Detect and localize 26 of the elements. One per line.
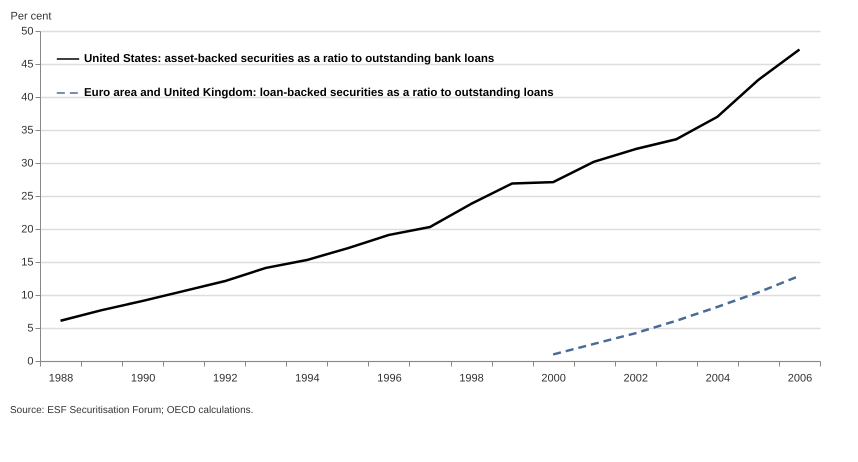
x-tick-label: 2000	[541, 372, 566, 384]
y-tick-label: 25	[21, 190, 34, 202]
y-tick-label: 35	[21, 124, 34, 136]
x-tick-label: 1990	[130, 372, 156, 384]
y-axis-title: Per cent	[10, 10, 52, 22]
x-tick-label: 1998	[459, 372, 484, 384]
source-note: Source: ESF Securitisation Forum; OECD calculations.	[10, 405, 254, 416]
x-tick-label: 1994	[295, 372, 320, 384]
y-tick-label: 45	[21, 58, 34, 70]
legend-label: United States: asset-backed securities as a ratio to outstanding bank loans	[84, 53, 494, 65]
x-tick-label: 2002	[624, 372, 648, 384]
y-tick-label: 10	[21, 290, 34, 302]
x-tick-label: 1988	[48, 372, 74, 384]
y-tick-label: 20	[21, 224, 34, 236]
y-tick-label: 30	[21, 158, 34, 170]
x-tick-label: 2006	[788, 372, 812, 384]
y-tick-label: 0	[27, 356, 34, 368]
x-tick-label: 1992	[212, 372, 238, 384]
legend-label: Euro area and United Kingdom: loan-backed securities as a ratio to outstanding loans	[84, 87, 554, 99]
y-tick-label: 40	[21, 92, 34, 104]
y-tick-label: 15	[21, 256, 34, 268]
x-tick-label: 1996	[377, 372, 402, 384]
line-series	[59, 48, 801, 322]
y-tick-label: 5	[27, 322, 34, 334]
y-tick-label: 50	[21, 26, 34, 38]
x-tick-label: 2004	[706, 372, 730, 384]
